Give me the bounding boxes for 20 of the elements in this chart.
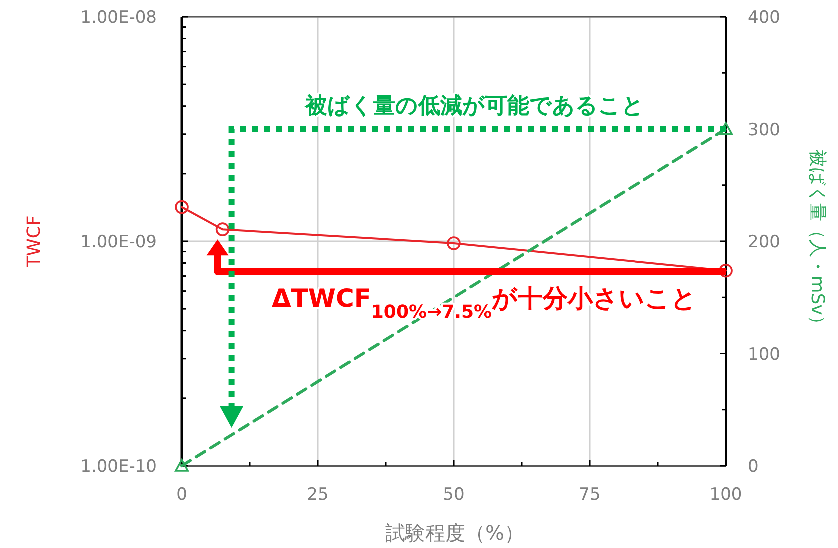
x-tick-label: 50 xyxy=(443,485,465,505)
x-tick-label: 100 xyxy=(710,485,742,505)
point xyxy=(447,236,461,250)
y2-tick-label: 400 xyxy=(748,8,780,28)
y2-tick-label: 0 xyxy=(748,457,759,477)
y2-tick-label: 100 xyxy=(748,344,780,365)
y-tick-label: 1.00E-10 xyxy=(80,457,157,477)
x-tick-label: 25 xyxy=(307,485,329,505)
y2-tick-label: 300 xyxy=(748,120,780,140)
x-tick-label: 75 xyxy=(579,485,601,505)
y-axis-title: TWCF xyxy=(24,216,45,268)
y-tick-label: 1.00E-08 xyxy=(80,8,157,28)
annotation: 被ばく量の低減が可能であること xyxy=(304,94,644,119)
point xyxy=(216,222,230,236)
point xyxy=(175,200,189,214)
y-tick-label: 1.00E-09 xyxy=(80,232,157,252)
x-axis-title: 試験程度（%） xyxy=(385,521,525,545)
y2-tick-label: 200 xyxy=(748,232,780,252)
y2-axis-title: 被ばく量（人・mSv） xyxy=(807,150,828,334)
x-tick-label: 0 xyxy=(176,485,188,505)
